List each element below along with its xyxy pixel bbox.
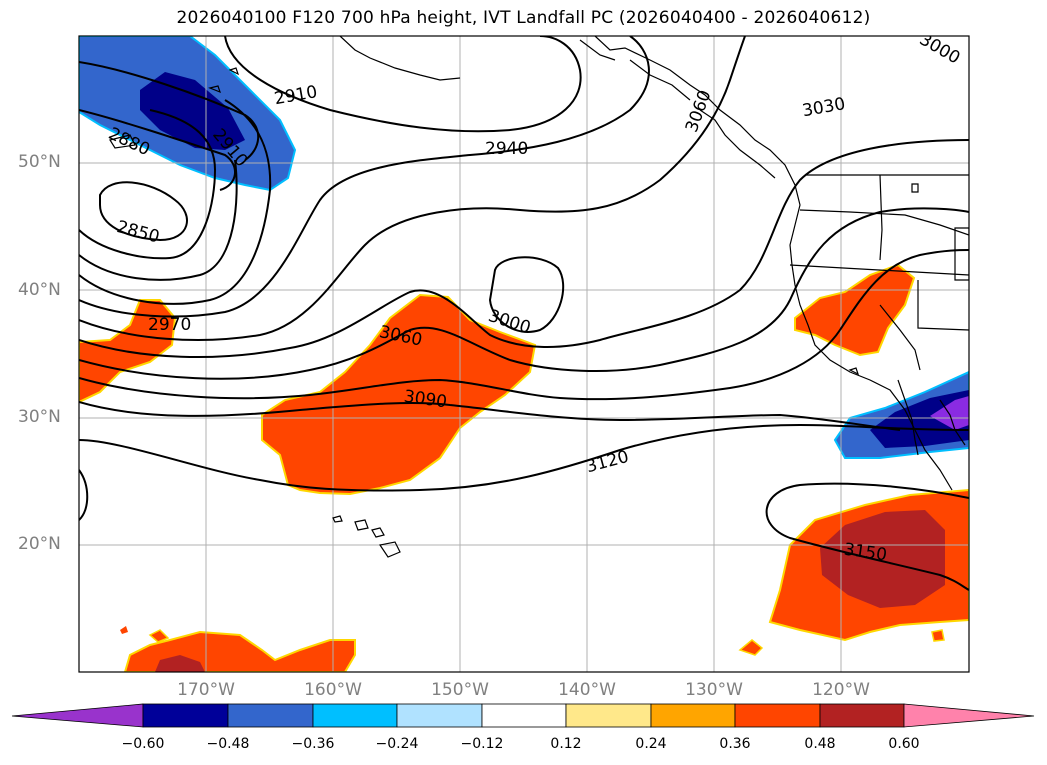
lat-label: 50°N <box>18 152 61 172</box>
lon-label: 130°W <box>685 680 743 700</box>
height-contours <box>79 36 969 591</box>
contour-label: 2850 <box>115 217 162 248</box>
lat-label: 20°N <box>18 534 61 554</box>
lat-label: 30°N <box>18 407 61 427</box>
colorbar-tick: −0.36 <box>291 736 335 752</box>
colorbar-tick: −0.12 <box>460 736 504 752</box>
colorbar-tick: 0.36 <box>719 736 751 752</box>
positive-anomaly-south <box>120 626 356 672</box>
negative-anomaly-baja <box>833 370 969 459</box>
contour-label: 3000 <box>916 30 963 69</box>
colorbar-tick: −0.60 <box>121 736 165 752</box>
negative-anomaly-nw <box>79 36 297 192</box>
positive-anomaly-central-pacific <box>261 293 537 496</box>
lon-label: 120°W <box>812 680 870 700</box>
lat-label: 40°N <box>18 280 61 300</box>
contour-label: 3030 <box>801 94 847 121</box>
contour-label: 2970 <box>148 315 191 335</box>
islands <box>109 67 919 558</box>
colorbar-tick: 0.24 <box>635 736 667 752</box>
lon-label: 160°W <box>304 680 362 700</box>
colorbar-tick: −0.48 <box>206 736 250 752</box>
colorbar-tick: 0.48 <box>804 736 836 752</box>
contour-label: 3060 <box>682 88 716 135</box>
colorbar-tick: 0.60 <box>888 736 920 752</box>
colorbar-extend-low <box>11 703 144 728</box>
lon-label: 150°W <box>431 680 489 700</box>
contour-label: 2940 <box>485 139 528 159</box>
colorbar-tick: 0.12 <box>550 736 582 752</box>
graticule <box>79 36 969 672</box>
colorbar-extend-high <box>903 703 1035 728</box>
lon-label: 140°W <box>558 680 616 700</box>
colorbar-tick: −0.24 <box>375 736 419 752</box>
coastlines <box>339 36 969 491</box>
map-frame <box>78 35 970 673</box>
lon-label: 170°W <box>177 680 235 700</box>
contour-label: 3120 <box>584 447 631 478</box>
map-title: 2026040100 F120 700 hPa height, IVT Land… <box>176 8 871 28</box>
positive-anomaly-southeast <box>738 488 969 656</box>
colorbar <box>11 703 1035 728</box>
